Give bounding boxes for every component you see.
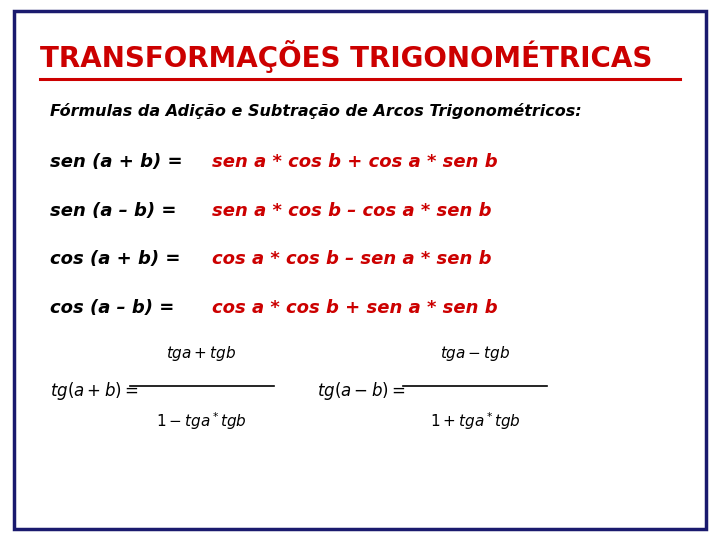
Text: sen a * cos b – cos a * sen b: sen a * cos b – cos a * sen b — [212, 201, 492, 220]
Text: cos (a + b) =: cos (a + b) = — [50, 250, 187, 268]
Text: Fórmulas da Adição e Subtração de Arcos Trigonométricos:: Fórmulas da Adição e Subtração de Arcos … — [50, 103, 582, 119]
Text: $tga+tgb$: $tga+tgb$ — [166, 344, 237, 363]
Text: TRANSFORMAÇÕES TRIGONOMÉTRICAS: TRANSFORMAÇÕES TRIGONOMÉTRICAS — [40, 40, 652, 73]
Text: $tg(a+b)=$: $tg(a+b)=$ — [50, 381, 139, 402]
Text: $tg(a-b)=$: $tg(a-b)=$ — [317, 381, 405, 402]
Text: sen a * cos b + cos a * sen b: sen a * cos b + cos a * sen b — [212, 153, 498, 171]
Text: cos (a – b) =: cos (a – b) = — [50, 299, 181, 317]
Text: sen (a – b) =: sen (a – b) = — [50, 201, 183, 220]
Text: $1-tga^*tgb$: $1-tga^*tgb$ — [156, 410, 247, 432]
Text: $tga-tgb$: $tga-tgb$ — [440, 344, 510, 363]
Text: cos a * cos b – sen a * sen b: cos a * cos b – sen a * sen b — [212, 250, 492, 268]
Text: $1+tga^*tgb$: $1+tga^*tgb$ — [430, 410, 521, 432]
Text: cos a * cos b + sen a * sen b: cos a * cos b + sen a * sen b — [212, 299, 498, 317]
Text: sen (a + b) =: sen (a + b) = — [50, 153, 189, 171]
